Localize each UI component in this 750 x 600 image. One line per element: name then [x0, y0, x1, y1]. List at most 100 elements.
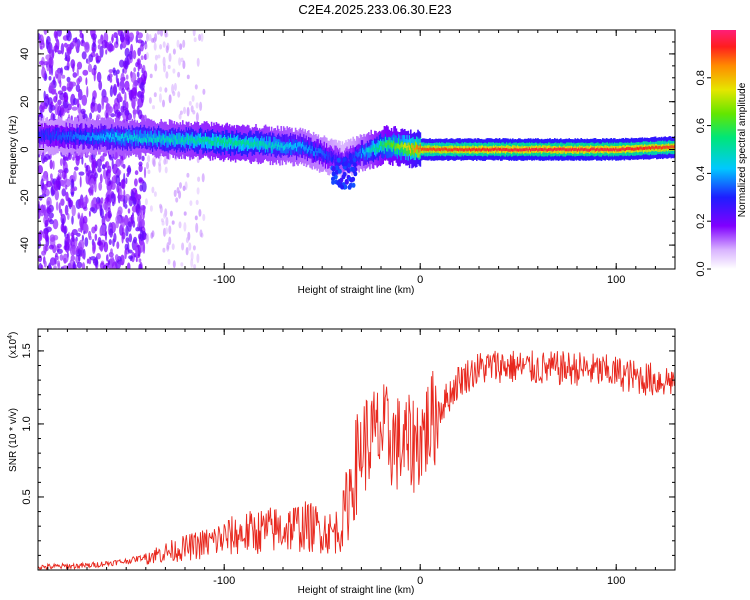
spectrogram-noise-blob — [76, 67, 79, 77]
spectrogram-cell — [248, 140, 250, 146]
spectrogram-cell — [636, 146, 639, 150]
spectrogram-cell — [48, 135, 51, 141]
spectrogram-cell — [410, 148, 412, 154]
spectrogram-cell — [258, 140, 261, 152]
spectrogram-cell — [480, 148, 483, 152]
spectrogram-cell — [610, 148, 612, 152]
spectrogram-cell — [256, 141, 258, 146]
spectrogram-cell — [206, 136, 208, 142]
spectrogram-cell — [383, 142, 386, 154]
spectrogram-cell — [400, 143, 402, 149]
spectrogram-noise-blob — [61, 225, 65, 233]
spectrogram-noise-blob — [145, 52, 149, 60]
spectrogram-cell — [646, 146, 648, 150]
spectrogram-noise-blob — [81, 252, 85, 259]
spectrogram-cell — [406, 145, 408, 151]
spectrogram-noise-blob — [179, 110, 183, 115]
spectrogram-cell — [612, 147, 615, 151]
spectrogram-cell — [150, 130, 153, 143]
spectrogram-noise-blob — [122, 68, 125, 74]
spectrogram-cell — [75, 133, 77, 145]
spectrogram-cell — [237, 141, 239, 146]
spectrogram-noise-blob — [128, 233, 133, 243]
spectrogram-cell — [428, 148, 430, 152]
spectrogram-cell — [272, 142, 274, 148]
spectrogram-noise-blob — [160, 30, 163, 37]
spectrogram-cell — [242, 139, 244, 145]
spectrogram-cell — [268, 142, 270, 148]
spectrogram-cell — [257, 144, 260, 150]
spectrogram-noise-blob — [118, 85, 123, 91]
spectrogram-cell — [572, 147, 574, 151]
spectrogram-cell — [263, 142, 266, 147]
spectrogram-cell — [526, 147, 528, 151]
spectrogram-cell — [543, 148, 545, 152]
spectrogram-cell — [486, 147, 489, 151]
spectrogram-noise-blob — [132, 109, 138, 115]
spectrogram-cell — [402, 144, 405, 150]
spectrogram-noise-blob — [44, 219, 49, 227]
spectrogram-cell — [545, 148, 548, 152]
spectrogram-cell — [588, 148, 591, 152]
colorbar — [711, 30, 736, 269]
spectrogram-cell — [508, 148, 510, 152]
spectrogram-noise-blob — [136, 203, 141, 216]
spectrogram-cell — [326, 151, 328, 164]
spectrogram-cell — [485, 148, 488, 152]
spectrogram-noise-blob — [168, 236, 172, 246]
spectrogram-cell — [339, 177, 344, 183]
spectrogram-cell — [349, 177, 354, 183]
spectrogram-noise-blob — [116, 241, 120, 249]
spectrogram-noise-blob — [163, 212, 167, 219]
spectrogram-cell — [214, 137, 216, 150]
spectrogram-noise-blob — [79, 30, 83, 35]
spectrogram-cell — [402, 144, 405, 156]
spectrogram-noise-blob — [125, 74, 129, 80]
spectrogram-noise-blob — [56, 248, 63, 254]
spectrogram-noise-blob — [41, 250, 47, 256]
spectrogram-cell — [322, 150, 324, 156]
spectrogram-cell — [124, 134, 126, 147]
spectrogram-cell — [334, 165, 339, 171]
spectrogram-ytick-label: 20 — [19, 96, 31, 108]
spectrogram-noise-blob — [93, 64, 97, 71]
spectrogram-cell — [479, 148, 482, 152]
spectrogram-cell — [616, 148, 618, 152]
spectrogram-cell — [509, 148, 512, 152]
spectrogram-noise-blob — [81, 234, 84, 242]
spectrogram-cell — [243, 139, 245, 151]
spectrogram-cell — [231, 137, 233, 150]
spectrogram-cell — [569, 147, 572, 151]
spectrogram-noise-blob — [162, 247, 166, 253]
spectrogram-cell — [89, 136, 92, 142]
spectrogram-cell — [160, 138, 162, 144]
spectrogram-cell — [315, 147, 317, 153]
spectrogram-noise-blob — [141, 181, 147, 193]
spectrogram-cell — [104, 131, 106, 143]
spectrogram-cell — [186, 135, 189, 140]
spectrogram-noise-blob — [152, 159, 156, 168]
spectrogram-cell — [514, 147, 516, 151]
spectrogram-cell — [365, 147, 368, 153]
spectrogram-cell — [323, 152, 326, 158]
spectrogram-cell — [423, 147, 425, 151]
spectrogram-noise-blob — [172, 68, 176, 74]
spectrogram-cell — [494, 147, 496, 151]
spectrogram-cell — [651, 145, 653, 149]
spectrogram-cell — [168, 137, 171, 143]
spectrogram-cell — [645, 146, 647, 150]
spectrogram-ytick-label: 0 — [19, 146, 31, 152]
spectrogram-noise-blob — [173, 189, 177, 197]
spectrogram-cell — [465, 147, 467, 151]
spectrogram-cell — [68, 131, 70, 137]
spectrogram-noise-blob — [54, 189, 59, 201]
spectrogram-cell — [322, 150, 324, 162]
spectrogram-cell — [87, 132, 89, 144]
spectrogram-cell — [81, 135, 83, 141]
spectrogram-noise-blob — [61, 85, 67, 92]
spectrogram-noise-blob — [168, 94, 172, 104]
spectrogram-noise-blob — [138, 258, 142, 263]
spectrogram-cell — [154, 130, 156, 142]
spectrogram-cell — [650, 146, 652, 150]
spectrogram-cell — [158, 130, 160, 142]
